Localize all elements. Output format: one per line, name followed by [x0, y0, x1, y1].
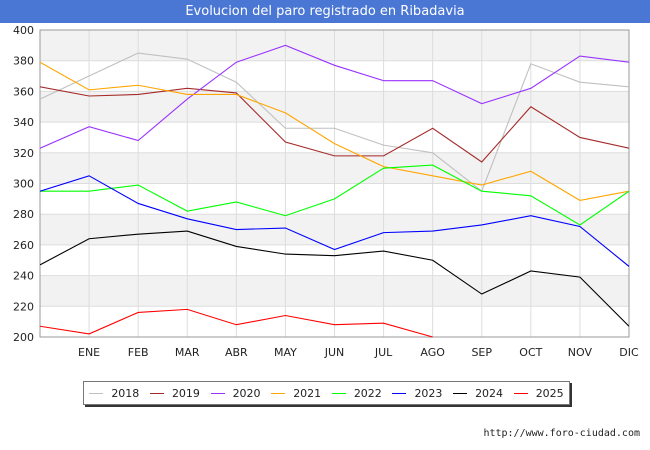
legend-swatch — [392, 392, 407, 394]
x-tick-label: AGO — [420, 346, 445, 359]
series-line-2023 — [40, 175, 629, 267]
legend-item-2020: 2020 — [210, 386, 261, 400]
legend-item-2023: 2023 — [392, 387, 442, 400]
x-tick-label: NOV — [568, 346, 593, 359]
legend-label: 2023 — [414, 386, 443, 400]
x-tick-label: FEB — [128, 346, 149, 359]
source-url: http://www.foro-ciudad.com — [483, 428, 640, 439]
series-line-2025 — [40, 308, 433, 338]
legend-item-2021: 2021 — [271, 387, 321, 400]
legend-swatch — [210, 392, 225, 394]
series-line-2019 — [40, 86, 629, 163]
legend-swatch — [331, 392, 346, 394]
legend-label: 2021 — [293, 386, 322, 400]
legend-item-2018: 2018 — [89, 387, 139, 400]
y-tick-label: 240 — [13, 270, 34, 283]
legend-label: 2019 — [171, 386, 200, 400]
legend-item-2019: 2019 — [149, 386, 200, 400]
legend-label: 2025 — [535, 386, 564, 400]
x-tick-label: SEP — [471, 346, 492, 359]
x-tick-label: OCT — [519, 346, 542, 359]
legend-swatch — [271, 392, 286, 394]
legend-label: 2020 — [232, 386, 261, 400]
legend-item-2024: 2024 — [453, 387, 503, 400]
legend-swatch — [513, 392, 528, 394]
x-tick-label: DIC — [619, 346, 639, 359]
x-tick-label: MAR — [175, 346, 200, 359]
y-tick-label: 300 — [13, 178, 34, 191]
legend-swatch — [149, 392, 164, 394]
y-tick-label: 340 — [13, 116, 34, 129]
series-line-2018 — [40, 52, 629, 193]
y-tick-label: 400 — [13, 24, 34, 37]
legend-item-2025: 2025 — [513, 386, 564, 400]
chart-legend: 2018 2019 2020 2021 2022 2023 2024 2025 — [83, 381, 570, 405]
series-line-2024 — [40, 230, 629, 327]
x-tick-label: ENE — [78, 346, 100, 359]
y-tick-label: 380 — [13, 55, 34, 68]
series-line-2021 — [40, 61, 629, 201]
legend-label: 2024 — [475, 386, 504, 400]
plot-frame — [39, 29, 630, 338]
x-tick-label: JUN — [324, 346, 345, 359]
legend-swatch — [453, 392, 468, 394]
y-tick-label: 260 — [13, 239, 34, 252]
y-tick-label: 220 — [13, 300, 34, 313]
chart-title: Evolucion del paro registrado en Ribadav… — [0, 0, 650, 23]
x-tick-label: ABR — [225, 346, 248, 359]
x-tick-label: MAY — [274, 346, 297, 359]
legend-label: 2022 — [353, 386, 382, 400]
y-tick-label: 200 — [13, 331, 34, 344]
legend-label: 2018 — [111, 386, 140, 400]
y-tick-label: 360 — [13, 85, 34, 98]
legend-item-2022: 2022 — [331, 386, 382, 400]
x-tick-label: JUL — [374, 346, 393, 359]
y-tick-label: 280 — [13, 208, 34, 221]
series-line-2020 — [40, 44, 629, 149]
legend-swatch — [89, 392, 104, 394]
y-tick-label: 320 — [13, 147, 34, 160]
series-line-2022 — [40, 164, 629, 226]
